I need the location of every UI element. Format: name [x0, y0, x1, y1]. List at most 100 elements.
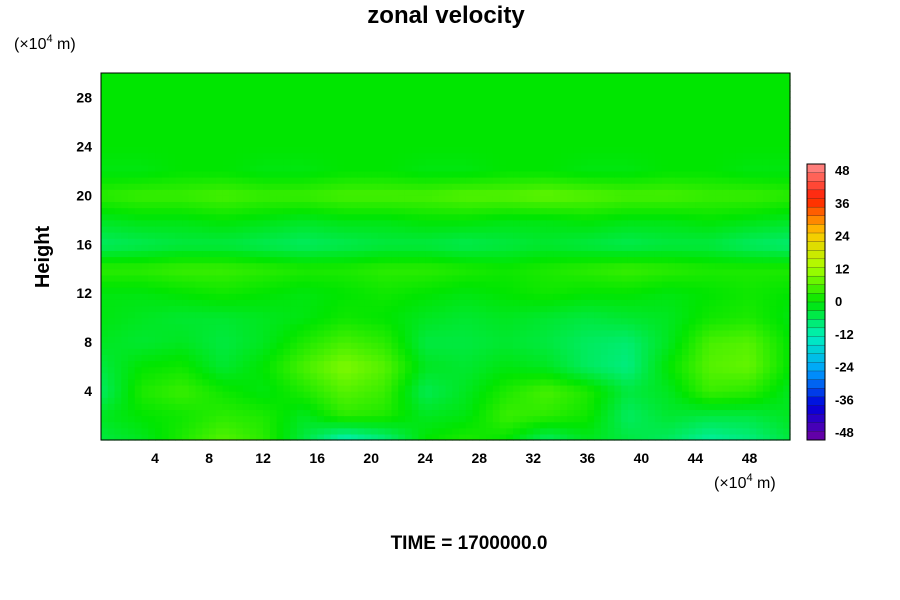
heatmap-cell [580, 317, 588, 325]
heatmap-cell [715, 280, 724, 288]
heatmap-cell [452, 170, 460, 178]
heatmap-cell [350, 244, 359, 251]
heatmap-cell [175, 244, 183, 251]
heatmap-cell [310, 146, 318, 154]
heatmap-cell [371, 262, 379, 270]
heatmap-cell [472, 262, 480, 270]
heatmap-cell [614, 415, 622, 423]
heatmap-cell [283, 360, 291, 368]
heatmap-cell [600, 421, 609, 429]
heatmap-cell [702, 323, 710, 331]
heatmap-cell [195, 170, 203, 178]
heatmap-cell [121, 274, 129, 282]
heatmap-cell [303, 152, 311, 160]
heatmap-cell [519, 397, 528, 404]
heatmap-cell [634, 403, 642, 411]
heatmap-cell [121, 384, 129, 392]
heatmap-cell [607, 329, 615, 337]
heatmap-cell [323, 176, 332, 184]
heatmap-cell [317, 238, 325, 245]
heatmap-cell [107, 232, 116, 239]
heatmap-cell [594, 274, 602, 282]
heatmap-cell [735, 268, 744, 276]
heatmap-cell [121, 207, 129, 215]
heatmap-cell [594, 317, 602, 325]
heatmap-cell [263, 195, 271, 203]
heatmap-cell [776, 372, 784, 380]
heatmap-cell [310, 176, 318, 184]
heatmap-cell [445, 409, 453, 417]
heatmap-cell [783, 274, 791, 282]
heatmap-cell [600, 354, 609, 362]
heatmap-cell [472, 232, 480, 239]
heatmap-cell [675, 397, 683, 404]
heatmap-cell [256, 323, 264, 331]
heatmap-cell [533, 354, 541, 362]
heatmap-cell [627, 213, 636, 221]
heatmap-cell [229, 293, 237, 300]
heatmap-cell [459, 366, 467, 374]
heatmap-cell [769, 342, 778, 349]
heatmap-cell [533, 201, 541, 209]
heatmap-cell [567, 293, 575, 300]
heatmap-cell [263, 409, 271, 417]
heatmap-cell [357, 329, 366, 337]
heatmap-cell [148, 305, 156, 313]
heatmap-cell [364, 140, 372, 147]
heatmap-cell [229, 268, 237, 276]
heatmap-cell [627, 262, 636, 270]
heatmap-cell [188, 336, 197, 343]
heatmap-cell [128, 311, 136, 319]
heatmap-cell [735, 287, 744, 294]
heatmap-cell [681, 140, 690, 147]
heatmap-cell [533, 329, 541, 337]
heatmap-cell [236, 158, 244, 166]
heatmap-cell [283, 274, 291, 282]
heatmap-cell [431, 397, 440, 404]
heatmap-cell [134, 409, 143, 417]
heatmap-cell [222, 311, 230, 319]
heatmap-cell [580, 336, 588, 343]
heatmap-cell [600, 213, 609, 221]
heatmap-cell [242, 421, 251, 429]
heatmap-cell [229, 244, 237, 251]
heatmap-cell [546, 378, 555, 386]
heatmap-cell [431, 225, 440, 233]
heatmap-cell [499, 329, 507, 337]
heatmap-cell [641, 225, 649, 233]
heatmap-cell [134, 433, 143, 441]
heatmap-cell [101, 158, 109, 166]
heatmap-cell [323, 305, 332, 313]
heatmap-cell [134, 274, 143, 282]
heatmap-cell [526, 342, 534, 349]
heatmap-cell [627, 176, 636, 184]
heatmap-cell [722, 213, 730, 221]
heatmap-cell [452, 433, 460, 441]
heatmap-cell [675, 219, 683, 227]
heatmap-cell [695, 164, 703, 172]
heatmap-cell [526, 146, 534, 154]
heatmap-cell [161, 170, 170, 178]
heatmap-cell [519, 232, 528, 239]
heatmap-cell [465, 170, 474, 178]
heatmap-cell [600, 250, 609, 258]
heatmap-cell [256, 403, 264, 411]
heatmap-cell [533, 378, 541, 386]
heatmap-cell [141, 152, 149, 160]
heatmap-cell [330, 433, 339, 441]
heatmap-cell [236, 287, 244, 294]
heatmap-cell [573, 360, 582, 368]
heatmap-cell [229, 323, 237, 331]
heatmap-cell [445, 384, 453, 392]
heatmap-cell [688, 176, 697, 184]
heatmap-cell [236, 372, 244, 380]
heatmap-cell [175, 274, 183, 282]
heatmap-cell [722, 348, 730, 355]
heatmap-cell [175, 305, 183, 313]
heatmap-cell [499, 146, 507, 154]
heatmap-cell [296, 348, 305, 355]
heatmap-cell [202, 164, 210, 172]
heatmap-cell [519, 409, 528, 417]
heatmap-cell [702, 219, 710, 227]
heatmap-cell [735, 250, 744, 258]
